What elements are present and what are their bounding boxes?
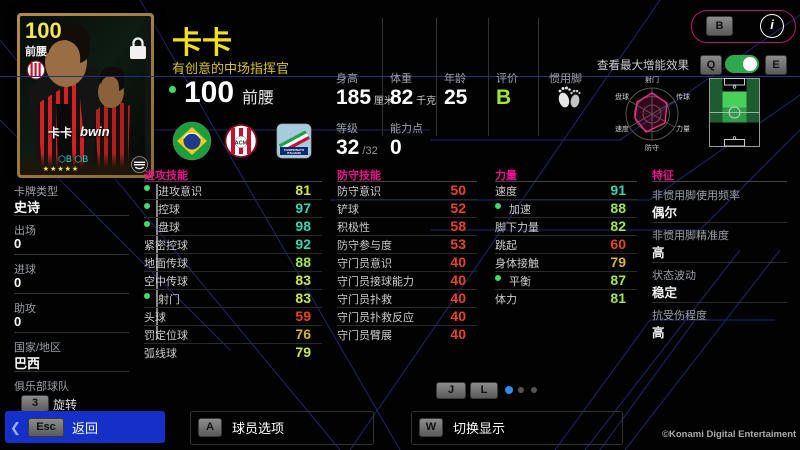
svg-text:盘球: 盘球 [615,92,629,101]
svg-text:传球: 传球 [676,92,690,101]
svg-text:速度: 速度 [615,124,629,133]
svg-text:射门: 射门 [645,75,659,84]
svg-text:力量: 力量 [676,124,690,133]
svg-text:防守: 防守 [645,143,659,152]
